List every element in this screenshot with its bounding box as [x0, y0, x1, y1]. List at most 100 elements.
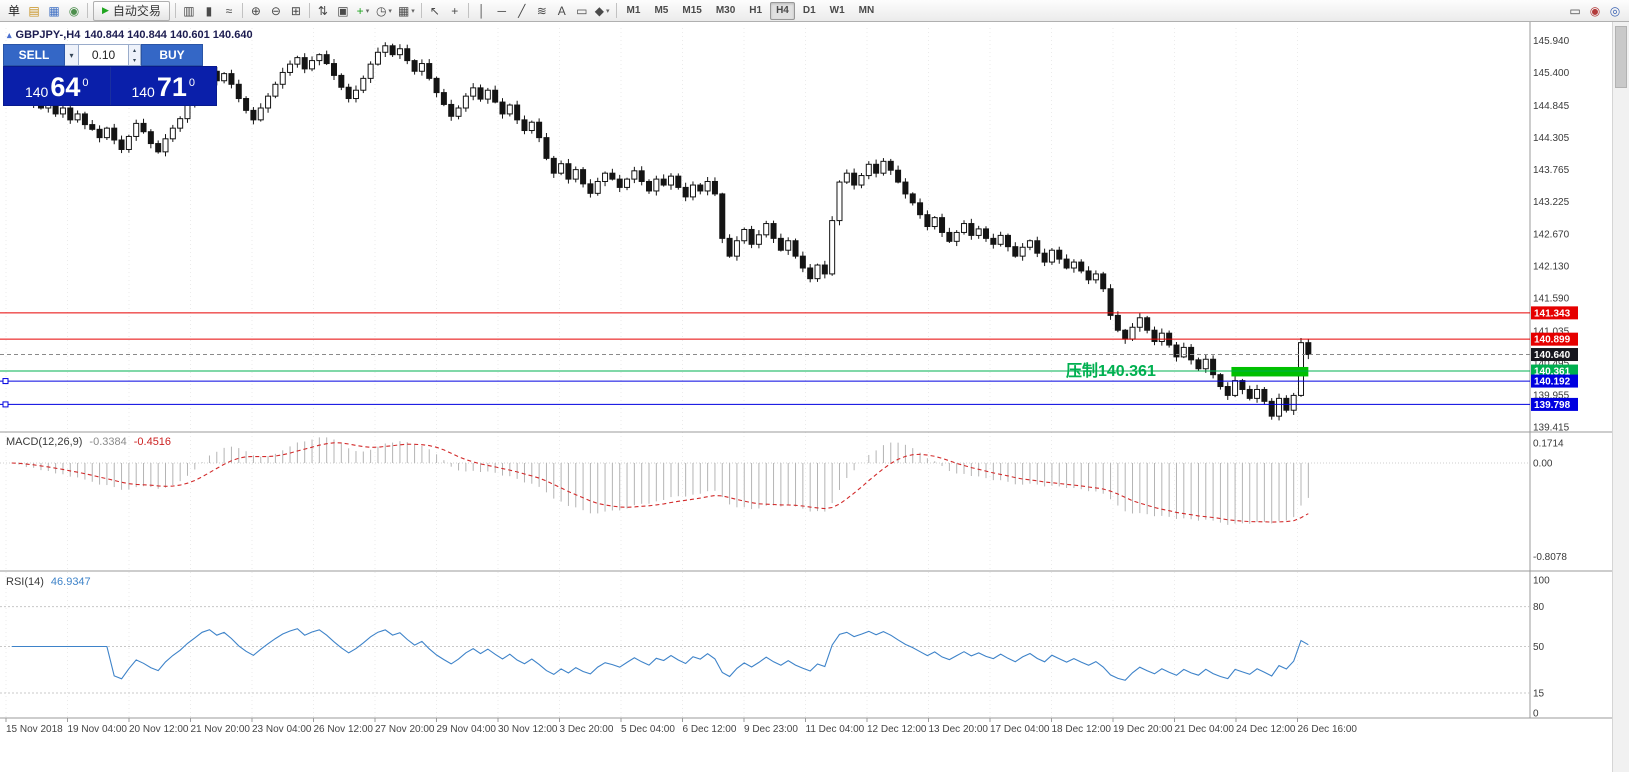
time-axis-label: 24 Dec 12:00 — [1236, 724, 1296, 735]
autotrade-button[interactable]: ▶ 自动交易 — [93, 0, 170, 21]
arrange-windows-icon[interactable]: ⇅ — [313, 1, 333, 21]
time-axis-label: 30 Nov 12:00 — [498, 724, 558, 735]
macd-name: MACD(12,26,9) — [6, 436, 83, 448]
price-tag — [1531, 332, 1578, 346]
sell-button[interactable]: SELL — [3, 44, 65, 66]
price-tag-text: 140.361 — [1534, 367, 1571, 378]
timeframe-w1[interactable]: W1 — [829, 5, 845, 16]
timeframe-m5[interactable]: M5 — [654, 5, 669, 16]
buy-price-sub: 0 — [188, 77, 196, 89]
time-axis-label: 13 Dec 20:00 — [929, 724, 989, 735]
bull-candle — [1158, 332, 1165, 342]
label-icon[interactable]: ▭ — [572, 1, 592, 21]
bear-candle — [902, 181, 909, 195]
timeframe-m1[interactable]: M1 — [626, 5, 641, 16]
bear-candle — [492, 89, 499, 103]
rsi-value: 46.9347 — [50, 576, 91, 588]
lot-up-button[interactable]: ▴ — [129, 45, 140, 55]
help-icon[interactable]: ◎ — [1605, 1, 1625, 21]
indicators-icon[interactable]: + ▾ — [353, 1, 373, 21]
zoom-out-icon[interactable]: ⊖ — [266, 1, 286, 21]
main-toolbar: 单 ▤ ▦ ◉ ▶ 自动交易 ▥ ▮ ≈ ⊕ ⊖ ⊞ ⇅ ▣ + ▾ ◷ ▾ ▦ ▾ ↖ + │ ─ ╱ ≋ A ▭ ◆ ▾ M1 M5 M15… — [0, 0, 1629, 22]
vertical-line-icon[interactable]: │ — [472, 1, 492, 21]
timeframe-m15[interactable]: M15 — [682, 5, 702, 16]
macd-signal-value: -0.4516 — [133, 436, 172, 448]
lot-down-button[interactable]: ▾ — [129, 55, 140, 65]
templates-icon[interactable]: ▦ ▾ — [395, 1, 418, 21]
bull-candle — [733, 240, 740, 257]
resistance-rectangle[interactable] — [1231, 366, 1309, 377]
trendline-icon[interactable]: ╱ — [512, 1, 532, 21]
price-tag — [1531, 306, 1578, 320]
scrollbar-thumb[interactable] — [1615, 26, 1627, 88]
timeframe-d1[interactable]: D1 — [802, 5, 816, 16]
price-axis-label: 142.130 — [1533, 262, 1570, 273]
periods-icon[interactable]: ◷ ▾ — [373, 1, 395, 21]
bull-candle — [367, 63, 374, 79]
price-display: 140 64 0 140 71 0 — [3, 66, 217, 106]
time-axis-label: 19 Dec 20:00 — [1113, 724, 1173, 735]
buy-price[interactable]: 140 71 0 — [111, 67, 217, 105]
bull-candle — [162, 138, 169, 153]
timeframe-h1[interactable]: H1 — [749, 5, 763, 16]
cursor-icon[interactable]: ↖ — [425, 1, 445, 21]
time-axis-label: 12 Dec 12:00 — [867, 724, 927, 735]
tile-windows-icon[interactable]: ⊞ — [286, 1, 306, 21]
cascade-windows-icon[interactable]: ▣ — [333, 1, 353, 21]
price-tag — [1531, 364, 1578, 378]
chart-title: ▴ GBPJPY-,H4 140.844 140.844 140.601 140… — [7, 29, 253, 41]
new-order-icon[interactable]: 单 — [4, 1, 24, 21]
bear-candle — [748, 228, 755, 245]
candlestick-chart-icon[interactable]: ▮ — [199, 1, 219, 21]
time-axis-label: 18 Dec 12:00 — [1052, 724, 1112, 735]
crosshair-icon[interactable]: + — [445, 1, 465, 21]
lot-spinner: ▴ ▾ — [129, 44, 141, 66]
bear-candle — [345, 86, 352, 100]
price-tag-text: 141.343 — [1534, 308, 1571, 319]
line-chart-icon[interactable]: ≈ — [219, 1, 239, 21]
bar-chart-icon[interactable]: ▥ — [179, 1, 199, 21]
sell-price[interactable]: 140 64 0 — [4, 67, 111, 105]
community-icon[interactable]: ◉ — [1585, 1, 1605, 21]
bear-candle — [770, 223, 777, 239]
horizontal-line-icon[interactable]: ─ — [492, 1, 512, 21]
rsi-axis-label: 80 — [1533, 602, 1545, 613]
vertical-scrollbar[interactable] — [1612, 22, 1629, 772]
fullscreen-icon[interactable]: ▭ — [1565, 1, 1585, 21]
lot-decrease-button[interactable]: ▾ — [65, 44, 79, 66]
timeframe-mn[interactable]: MN — [858, 5, 875, 16]
zoom-in-icon[interactable]: ⊕ — [246, 1, 266, 21]
bear-candle — [521, 119, 528, 132]
resistance-annotation[interactable]: 压制140.361 — [1066, 362, 1156, 380]
bull-candle — [931, 217, 938, 228]
market-watch-icon[interactable]: ◉ — [64, 1, 84, 21]
horizontal-line-icon: ─ — [497, 3, 507, 18]
bear-candle — [338, 74, 345, 88]
line-handle[interactable] — [2, 401, 9, 408]
bear-candle — [1144, 317, 1151, 331]
bull-candle — [631, 170, 638, 180]
buy-button[interactable]: BUY — [141, 44, 203, 66]
bear-candle — [609, 172, 616, 180]
chart-canvas: 压制140.361 145.940 145.400 144.845 144.305 143… — [0, 22, 1612, 735]
bull-candle — [1290, 394, 1297, 411]
macd-axis-label: -0.8078 — [1533, 552, 1567, 563]
indicators-icon: + — [356, 3, 364, 18]
time-axis-label: 5 Dec 04:00 — [621, 724, 675, 735]
lot-size-input[interactable] — [79, 44, 129, 66]
price-tag — [1531, 397, 1578, 411]
charts-icon[interactable]: ▦ — [44, 1, 64, 21]
bear-candle — [939, 217, 946, 233]
timeframe-m30[interactable]: M30 — [715, 5, 736, 16]
bear-candle — [821, 264, 828, 275]
fibonacci-icon[interactable]: ≋ — [532, 1, 552, 21]
text-icon[interactable]: A — [552, 1, 572, 21]
shapes-icon[interactable]: ◆ ▾ — [592, 1, 613, 21]
timeframe-h4[interactable]: H4 — [770, 1, 795, 20]
price-axis-label: 141.590 — [1533, 294, 1570, 305]
rsi-axis-label: 15 — [1533, 689, 1545, 700]
profiles-icon[interactable]: ▤ — [24, 1, 44, 21]
line-chart-icon: ≈ — [225, 3, 233, 18]
line-handle[interactable] — [2, 378, 9, 385]
time-axis-label: 21 Nov 20:00 — [191, 724, 251, 735]
